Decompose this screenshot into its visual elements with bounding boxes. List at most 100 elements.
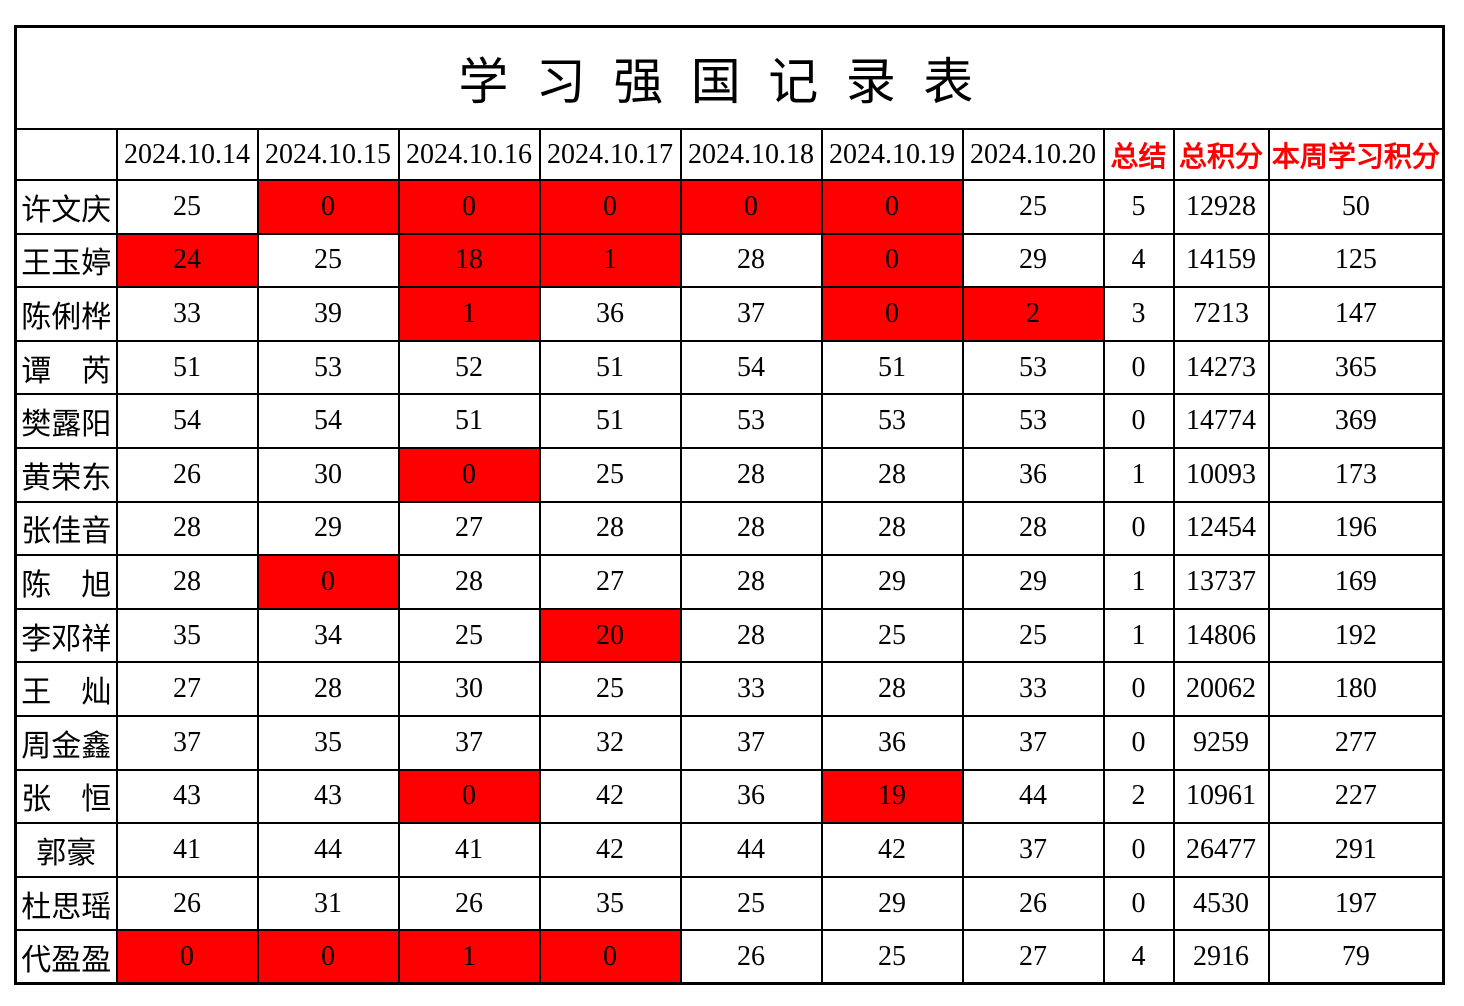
daily-score-cell: 37 bbox=[679, 714, 823, 771]
student-row: 郭豪 41 44 41 42 44 42 37 0 26477 291 bbox=[14, 822, 1445, 878]
daily-score-cell: 26 bbox=[397, 875, 541, 932]
summary-column-header: 本周学习积分 bbox=[1267, 128, 1445, 181]
daily-score-cell: 28 bbox=[115, 500, 259, 557]
student-row: 黄荣东 26 30 0 25 28 28 36 1 10093 173 bbox=[14, 446, 1445, 503]
weekly-points-cell: 227 bbox=[1267, 768, 1445, 825]
daily-score-cell: 27 bbox=[397, 500, 541, 557]
summary-count-cell: 0 bbox=[1102, 393, 1175, 449]
daily-score-cell: 53 bbox=[820, 393, 964, 449]
record-sheet: 学习强国记录表 2024.10.14 2024.10.15 2024.10.16 20… bbox=[14, 25, 1446, 986]
daily-score-cell: 28 bbox=[820, 500, 964, 557]
summary-count-cell: 3 bbox=[1102, 286, 1175, 342]
summary-column-header: 总积分 bbox=[1172, 128, 1270, 181]
total-points-cell: 12454 bbox=[1172, 500, 1270, 557]
daily-score-cell: 51 bbox=[538, 339, 682, 396]
daily-score-cell-highlighted: 0 bbox=[256, 929, 400, 985]
daily-score-cell: 37 bbox=[397, 714, 541, 771]
summary-count-cell: 0 bbox=[1102, 661, 1175, 717]
weekly-points-cell: 147 bbox=[1267, 286, 1445, 342]
daily-score-cell-highlighted: 0 bbox=[679, 179, 823, 235]
daily-score-cell: 29 bbox=[820, 554, 964, 610]
daily-score-cell: 34 bbox=[256, 607, 400, 664]
title-row: 学习强国记录表 bbox=[14, 25, 1445, 130]
total-points-cell: 10961 bbox=[1172, 768, 1270, 825]
daily-score-cell-highlighted: 0 bbox=[115, 929, 259, 985]
daily-score-cell: 29 bbox=[961, 554, 1105, 610]
student-name-cell: 许文庆 bbox=[14, 179, 118, 235]
date-column-header: 2024.10.14 bbox=[115, 128, 259, 181]
daily-score-cell: 51 bbox=[820, 339, 964, 396]
daily-score-cell: 54 bbox=[256, 393, 400, 449]
summary-count-cell: 4 bbox=[1102, 232, 1175, 289]
summary-count-cell: 1 bbox=[1102, 554, 1175, 610]
daily-score-cell: 42 bbox=[538, 768, 682, 825]
summary-count-cell: 4 bbox=[1102, 929, 1175, 985]
student-name-cell: 郭豪 bbox=[14, 822, 118, 878]
weekly-points-cell: 79 bbox=[1267, 929, 1445, 985]
daily-score-cell: 36 bbox=[679, 768, 823, 825]
date-column-header: 2024.10.18 bbox=[679, 128, 823, 181]
daily-score-cell: 36 bbox=[961, 446, 1105, 503]
daily-score-cell-highlighted: 0 bbox=[397, 768, 541, 825]
student-row: 杜思瑶 26 31 26 35 25 29 26 0 4530 197 bbox=[14, 875, 1445, 932]
daily-score-cell: 28 bbox=[538, 500, 682, 557]
daily-score-cell-highlighted: 18 bbox=[397, 232, 541, 289]
daily-score-cell: 44 bbox=[256, 822, 400, 878]
daily-score-cell: 28 bbox=[679, 500, 823, 557]
summary-count-cell: 2 bbox=[1102, 768, 1175, 825]
daily-score-cell: 28 bbox=[820, 661, 964, 717]
daily-score-cell: 26 bbox=[115, 875, 259, 932]
weekly-points-cell: 277 bbox=[1267, 714, 1445, 771]
total-points-cell: 14273 bbox=[1172, 339, 1270, 396]
daily-score-cell: 41 bbox=[397, 822, 541, 878]
record-table: 学习强国记录表 2024.10.14 2024.10.15 2024.10.16 20… bbox=[14, 25, 1446, 986]
summary-count-cell: 5 bbox=[1102, 179, 1175, 235]
daily-score-cell: 44 bbox=[961, 768, 1105, 825]
daily-score-cell: 44 bbox=[679, 822, 823, 878]
total-points-cell: 7213 bbox=[1172, 286, 1270, 342]
daily-score-cell-highlighted: 0 bbox=[820, 179, 964, 235]
student-row: 陈俐桦 33 39 1 36 37 0 2 3 7213 147 bbox=[14, 286, 1445, 342]
daily-score-cell: 33 bbox=[961, 661, 1105, 717]
sheet-title: 学习强国记录表 bbox=[14, 25, 1445, 130]
summary-column-header: 总结 bbox=[1102, 128, 1175, 181]
student-name-cell: 张 恒 bbox=[14, 768, 118, 825]
student-row: 张佳音 28 29 27 28 28 28 28 0 12454 196 bbox=[14, 500, 1445, 557]
student-row: 代盈盈 0 0 1 0 26 25 27 4 2916 79 bbox=[14, 929, 1445, 985]
total-points-cell: 4530 bbox=[1172, 875, 1270, 932]
daily-score-cell: 53 bbox=[256, 339, 400, 396]
student-name-cell: 谭 芮 bbox=[14, 339, 118, 396]
daily-score-cell: 28 bbox=[961, 500, 1105, 557]
student-name-cell: 黄荣东 bbox=[14, 446, 118, 503]
daily-score-cell-highlighted: 0 bbox=[256, 179, 400, 235]
daily-score-cell: 31 bbox=[256, 875, 400, 932]
student-name-cell: 张佳音 bbox=[14, 500, 118, 557]
summary-count-cell: 0 bbox=[1102, 822, 1175, 878]
date-column-header: 2024.10.16 bbox=[397, 128, 541, 181]
daily-score-cell: 37 bbox=[115, 714, 259, 771]
daily-score-cell: 37 bbox=[679, 286, 823, 342]
total-points-cell: 2916 bbox=[1172, 929, 1270, 985]
daily-score-cell-highlighted: 1 bbox=[538, 232, 682, 289]
daily-score-cell: 43 bbox=[115, 768, 259, 825]
summary-count-cell: 0 bbox=[1102, 500, 1175, 557]
total-points-cell: 26477 bbox=[1172, 822, 1270, 878]
total-points-cell: 9259 bbox=[1172, 714, 1270, 771]
daily-score-cell-highlighted: 19 bbox=[820, 768, 964, 825]
daily-score-cell: 26 bbox=[961, 875, 1105, 932]
daily-score-cell: 36 bbox=[820, 714, 964, 771]
daily-score-cell-highlighted: 0 bbox=[820, 286, 964, 342]
daily-score-cell-highlighted: 0 bbox=[538, 179, 682, 235]
weekly-points-cell: 196 bbox=[1267, 500, 1445, 557]
daily-score-cell: 28 bbox=[679, 446, 823, 503]
daily-score-cell: 51 bbox=[538, 393, 682, 449]
date-column-header: 2024.10.17 bbox=[538, 128, 682, 181]
daily-score-cell: 35 bbox=[538, 875, 682, 932]
daily-score-cell: 35 bbox=[115, 607, 259, 664]
student-name-cell: 周金鑫 bbox=[14, 714, 118, 771]
daily-score-cell: 28 bbox=[679, 607, 823, 664]
student-row: 王玉婷 24 25 18 1 28 0 29 4 14159 125 bbox=[14, 232, 1445, 289]
student-name-cell: 李邓祥 bbox=[14, 607, 118, 664]
daily-score-cell: 33 bbox=[115, 286, 259, 342]
weekly-points-cell: 192 bbox=[1267, 607, 1445, 664]
